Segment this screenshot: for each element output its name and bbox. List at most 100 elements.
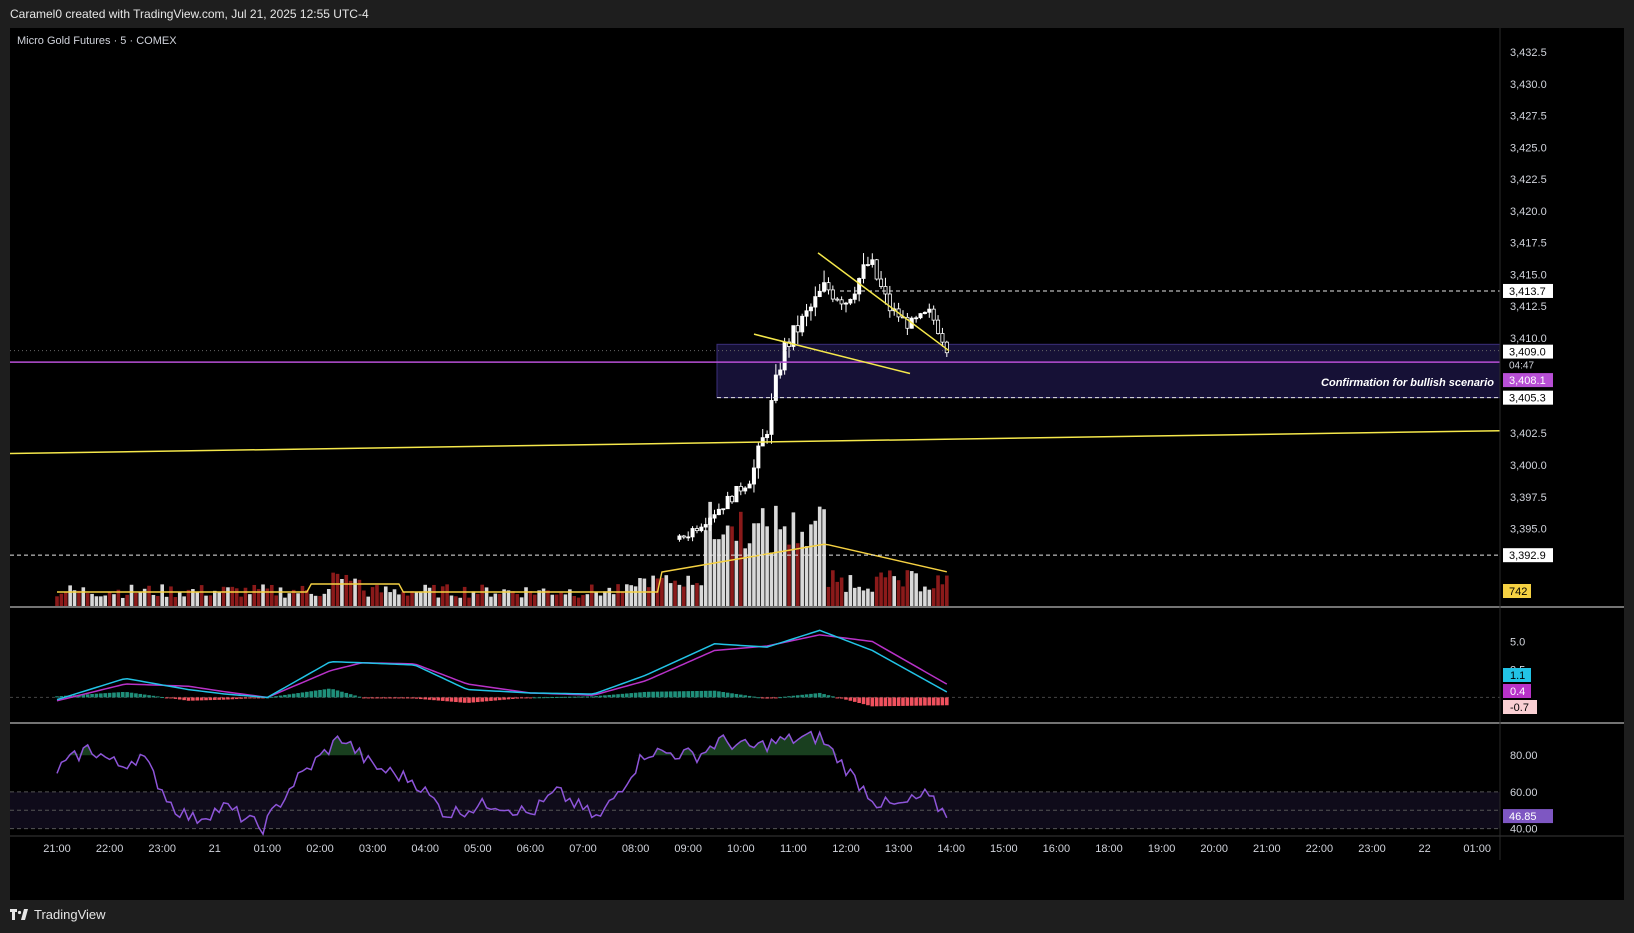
macd-histogram-bar bbox=[883, 697, 888, 707]
volume-bar bbox=[353, 578, 357, 606]
macd-histogram-bar bbox=[313, 690, 318, 698]
volume-bar bbox=[357, 579, 362, 606]
tradingview-logo-icon bbox=[10, 908, 28, 920]
volume-bar bbox=[756, 523, 761, 606]
price-tick-label: 3,412.5 bbox=[1510, 301, 1547, 313]
macd-histogram-bar bbox=[208, 697, 213, 701]
trendline-support bbox=[10, 429, 1500, 455]
candle-body bbox=[725, 495, 730, 510]
macd-histogram-bar bbox=[655, 691, 660, 698]
macd-histogram-bar bbox=[383, 697, 388, 699]
time-tick-label: 21 bbox=[209, 843, 221, 855]
candle-body bbox=[830, 289, 835, 300]
macd-histogram-bar bbox=[252, 697, 257, 699]
volume-bar bbox=[182, 596, 186, 606]
time-tick-label: 23:00 bbox=[148, 843, 176, 855]
macd-histogram-bar bbox=[879, 697, 883, 707]
volume-bar bbox=[449, 595, 454, 606]
candle-body bbox=[708, 517, 713, 525]
macd-histogram-bar bbox=[866, 697, 870, 706]
brand[interactable]: TradingView bbox=[10, 907, 106, 922]
volume-bar bbox=[629, 585, 634, 606]
volume-bar bbox=[809, 524, 813, 606]
volume-bar bbox=[690, 584, 695, 606]
volume-bar bbox=[677, 584, 682, 606]
macd-histogram-bar bbox=[817, 692, 822, 698]
macd-histogram-bar bbox=[55, 696, 59, 698]
macd-histogram-bar bbox=[787, 696, 791, 698]
macd-histogram-bar bbox=[462, 697, 467, 703]
macd-histogram-bar bbox=[760, 697, 765, 699]
candle-body bbox=[922, 311, 927, 314]
volume-bar bbox=[778, 529, 783, 606]
candle-body bbox=[927, 308, 932, 313]
volume-bar bbox=[436, 597, 441, 606]
volume-bar bbox=[392, 589, 397, 606]
candle-body bbox=[808, 306, 813, 312]
macd-histogram-bar bbox=[440, 697, 445, 701]
attribution-bar: Caramel0 created with TradingView.com, J… bbox=[0, 0, 1634, 28]
volume-bar bbox=[151, 594, 156, 606]
volume-bar bbox=[484, 587, 489, 606]
macd-histogram-bar bbox=[423, 697, 427, 700]
macd-histogram-bar bbox=[489, 697, 493, 701]
time-tick-label: 02:00 bbox=[306, 843, 334, 855]
macd-histogram-bar bbox=[923, 697, 927, 706]
volume-bar bbox=[432, 584, 436, 606]
macd-histogram-bar bbox=[269, 696, 274, 698]
volume-bar bbox=[747, 543, 752, 606]
macd-histogram-bar bbox=[213, 697, 217, 700]
time-tick-label: 09:00 bbox=[674, 843, 702, 855]
macd-histogram-bar bbox=[690, 691, 695, 698]
volume-bar bbox=[375, 585, 379, 606]
volume-bar bbox=[511, 591, 515, 606]
macd-value-bg bbox=[1503, 668, 1531, 682]
macd-histogram-bar bbox=[340, 691, 344, 698]
volume-bar bbox=[243, 587, 248, 606]
candle-body bbox=[844, 302, 849, 305]
hist-value-label: -0.7 bbox=[1510, 702, 1529, 714]
price-label-level-high: 3,413.7 bbox=[1509, 286, 1546, 298]
macd-histogram-bar bbox=[629, 693, 634, 698]
wedge-upper-line bbox=[817, 252, 950, 352]
volume-bar bbox=[826, 586, 831, 606]
macd-histogram-bar bbox=[541, 697, 546, 699]
price-label-level-low-bg bbox=[1503, 390, 1553, 405]
volume-bar bbox=[331, 572, 335, 606]
volume-bar bbox=[664, 575, 669, 606]
volume-bar bbox=[414, 592, 419, 606]
time-tick-label: 18:00 bbox=[1095, 843, 1123, 855]
volume-bar bbox=[199, 585, 204, 606]
macd-histogram-bar bbox=[835, 697, 840, 699]
macd-histogram-bar bbox=[576, 696, 581, 698]
countdown-bg bbox=[1503, 358, 1553, 372]
candle-body bbox=[791, 325, 796, 347]
time-tick-label: 20:00 bbox=[1200, 843, 1228, 855]
candle-body bbox=[778, 369, 783, 376]
volume-bar bbox=[94, 596, 99, 606]
volume-bar bbox=[55, 596, 59, 606]
macd-value-label: 1.1 bbox=[1510, 670, 1525, 682]
candle-body bbox=[756, 445, 761, 469]
volume-bar bbox=[269, 584, 274, 606]
macd-histogram-bar bbox=[239, 697, 243, 699]
candle-body bbox=[773, 374, 778, 401]
time-tick-label: 22:00 bbox=[1306, 843, 1334, 855]
macd-histogram-bar bbox=[156, 696, 160, 698]
volume-bar bbox=[743, 548, 747, 606]
volume-bar bbox=[480, 584, 484, 606]
volume-bar bbox=[795, 543, 800, 606]
volume-bar bbox=[72, 590, 77, 606]
macd-histogram-bar bbox=[909, 697, 914, 706]
candle-body bbox=[914, 317, 919, 320]
macd-histogram-bar bbox=[419, 697, 423, 700]
volume-bar bbox=[208, 595, 213, 606]
macd-histogram-bar bbox=[918, 697, 923, 706]
macd-histogram-bar bbox=[94, 693, 99, 698]
macd-histogram-bar bbox=[68, 695, 72, 698]
macd-histogram-bar bbox=[515, 697, 520, 699]
volume-bar bbox=[848, 575, 853, 606]
price-label-level-volume-bg bbox=[1503, 548, 1553, 563]
macd-histogram-bar bbox=[305, 691, 309, 698]
